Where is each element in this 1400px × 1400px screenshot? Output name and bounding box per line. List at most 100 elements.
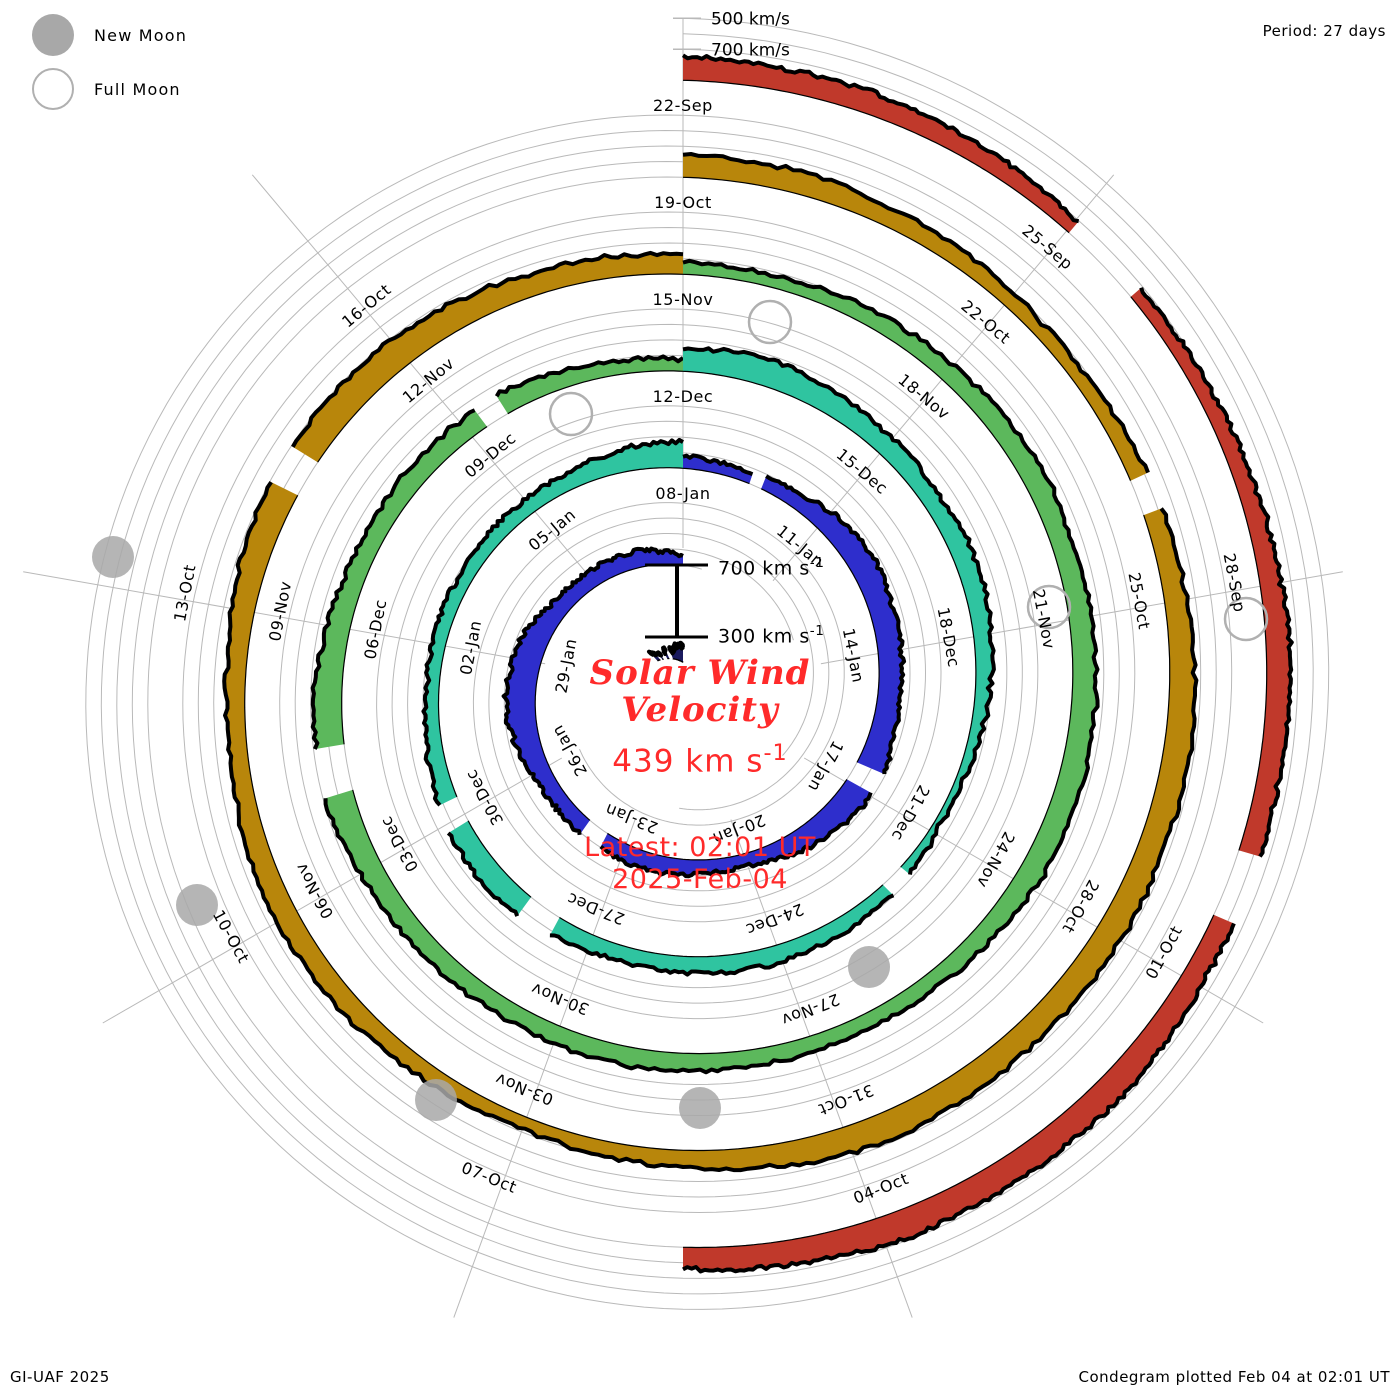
radial-axis-label: 700 km/s [711, 40, 790, 60]
data-band-trace [655, 650, 664, 658]
data-band-trace [222, 480, 1199, 1173]
data-band-fill [683, 55, 1079, 233]
legend-label-full-moon: Full Moon [94, 79, 181, 99]
spiral-date-label: 30-Nov [528, 979, 592, 1019]
data-band-baseline [317, 273, 684, 463]
spiral-date-label: 22-Sep [653, 96, 713, 115]
gridline-spiral [407, 339, 1008, 989]
data-band-trace [682, 152, 1150, 474]
spiral-date-label: 27-Dec [564, 889, 627, 929]
new-moon-marker [848, 946, 890, 988]
spiral-date-label: 29-Jan [552, 637, 581, 695]
full-moon-marker [1026, 584, 1072, 630]
spiral-date-label: 23-Jan [602, 800, 660, 838]
full-moon-marker [548, 391, 594, 437]
data-band-trace [446, 831, 520, 917]
gridline-spiral [376, 308, 1039, 1020]
data-band-baseline [682, 176, 1132, 481]
data-band-trace [661, 645, 668, 656]
data-band-baseline [244, 495, 1171, 1152]
data-band-baseline [657, 659, 661, 662]
gridline-spiral [310, 242, 1105, 1086]
full-moon-marker [747, 299, 793, 345]
data-band-baseline [683, 914, 1215, 1249]
gridline-spiral [116, 48, 1299, 1279]
data-band-trace [647, 649, 659, 658]
gridline-spiral [503, 436, 911, 892]
spiral-date-label: 08-Jan [655, 484, 710, 503]
gridline-spiral [213, 145, 1202, 1183]
data-band-baseline [341, 426, 488, 745]
radial-spoke [453, 819, 636, 1318]
gridline-spiral [679, 518, 830, 811]
new-moon-marker [176, 884, 218, 926]
spiral-date-label: 24-Dec [743, 900, 806, 940]
data-band-trace [291, 250, 684, 448]
data-band-trace [549, 893, 895, 977]
period-label: Period: 27 days [1262, 22, 1386, 40]
data-band-fill [1130, 287, 1292, 857]
data-band-baseline [507, 370, 684, 415]
moon-legend: New Moon Full Moon [20, 8, 280, 116]
data-band-baseline [467, 820, 532, 898]
legend-item-full-moon: Full Moon [20, 62, 280, 116]
data-band-trace [501, 546, 684, 836]
spiral-date-label: 19-Oct [654, 193, 712, 212]
data-band-baseline [760, 488, 880, 763]
moon-marker-layer [92, 299, 1269, 1129]
gridline-spiral [682, 533, 814, 756]
legend-label-new-moon: New Moon [94, 25, 188, 45]
new-moon-icon [32, 14, 74, 56]
data-band-baseline [672, 658, 684, 663]
data-band-trace [681, 53, 1080, 224]
new-moon-marker [679, 1087, 721, 1129]
data-band-trace [494, 354, 685, 398]
radial-axis-layer: 700 km/s 500 km/s [673, 9, 790, 60]
data-band-fill [448, 820, 531, 917]
data-band-trace [421, 437, 685, 807]
data-band-trace [682, 346, 996, 875]
gridline-spiral [391, 324, 1023, 1004]
data-band-baseline [682, 370, 977, 868]
data-band-fill [683, 348, 994, 875]
data-band-trace [682, 453, 754, 477]
data-band-fill [549, 884, 894, 975]
gridline-spiral [472, 405, 942, 923]
data-band-layer [222, 53, 1294, 1274]
data-band-trace [310, 408, 476, 750]
gridline-spiral [682, 564, 702, 570]
radial-spoke [23, 571, 546, 665]
gridline-spiral [197, 130, 1217, 1198]
data-band-trace [667, 640, 685, 656]
data-band-trace [682, 922, 1236, 1274]
credit-label: GI-UAF 2025 [10, 1368, 110, 1386]
gridline-spiral [182, 114, 1233, 1214]
data-band-trace [323, 258, 1100, 1075]
data-band-baseline [534, 563, 684, 821]
spiral-date-label: 27-Nov [779, 990, 843, 1030]
new-moon-marker [92, 536, 134, 578]
full-moon-icon [32, 68, 74, 110]
data-band-trace [599, 791, 873, 879]
radial-spoke [102, 757, 563, 1024]
gridline-spiral [100, 33, 1314, 1295]
data-band-fill [683, 154, 1148, 481]
new-moon-marker [415, 1079, 457, 1121]
spiral-date-label: 12-Dec [653, 387, 714, 406]
data-band-baseline [607, 779, 848, 861]
data-band-fill [761, 476, 905, 775]
gridline-spiral [682, 549, 794, 641]
data-band-fill [496, 356, 683, 414]
data-band-baseline [1130, 296, 1268, 851]
spiral-date-label: 03-Nov [492, 1069, 556, 1109]
legend-item-new-moon: New Moon [20, 8, 280, 62]
data-band-trace [1139, 287, 1294, 858]
data-band-fill [503, 548, 683, 835]
grid-layer [23, 17, 1343, 1318]
radial-spoke [251, 174, 594, 582]
spiral-date-label: 31-Oct [816, 1080, 877, 1119]
data-band-trace [765, 474, 907, 775]
data-band-baseline [559, 884, 884, 958]
